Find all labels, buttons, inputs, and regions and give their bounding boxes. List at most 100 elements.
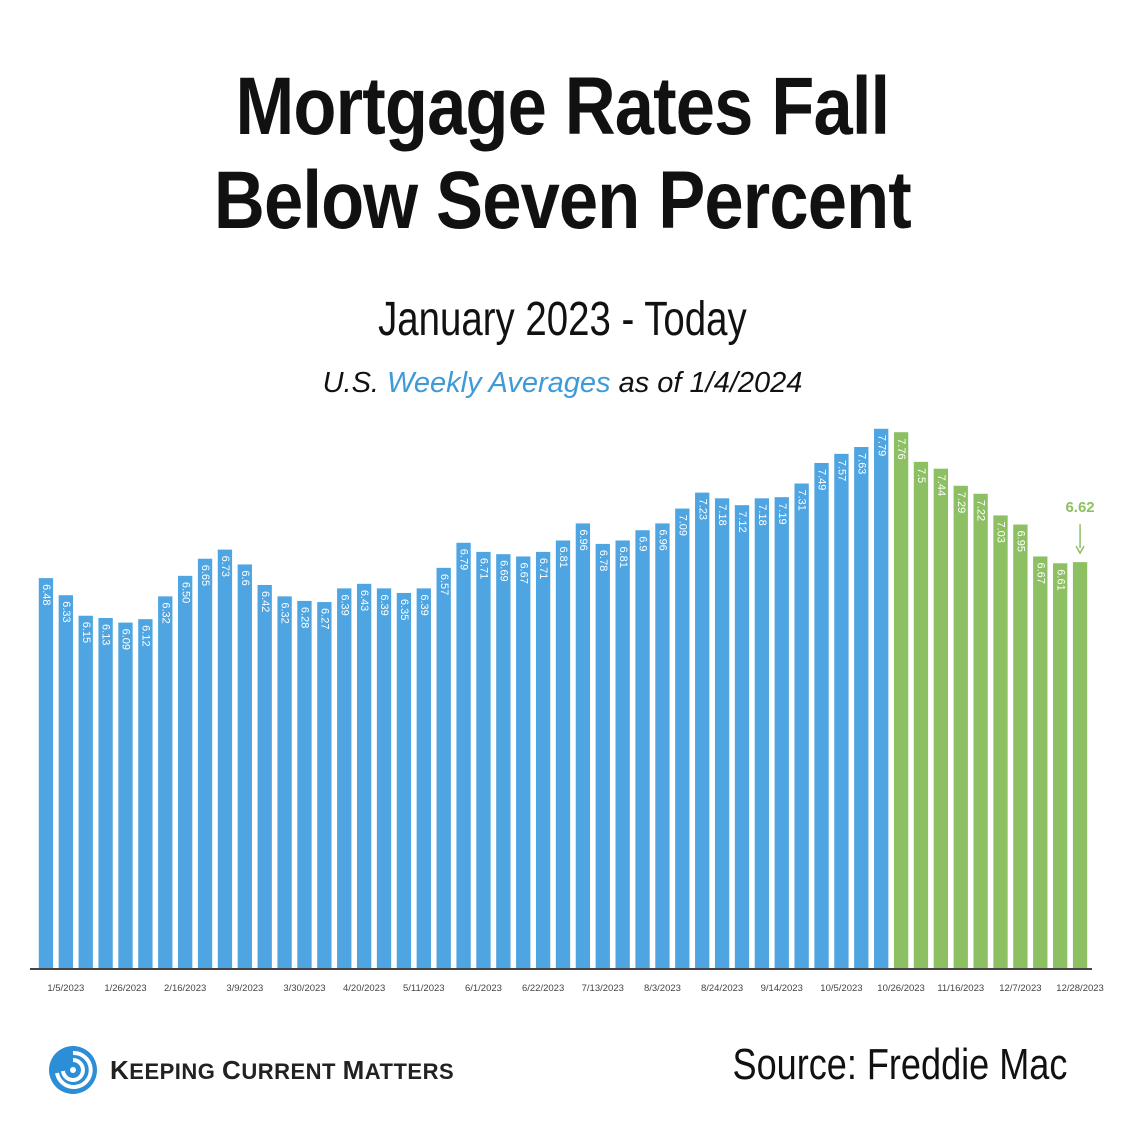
- bar-8/3/2023: [635, 530, 650, 968]
- bar-value-label: 7.44: [935, 475, 947, 496]
- x-tick-label: 9/14/2023: [761, 983, 803, 994]
- latest-value-callout: 6.62: [1065, 499, 1095, 555]
- bar-11/9/2023: [913, 461, 929, 968]
- bar-value-label: 6.96: [577, 529, 589, 550]
- bar-value-label: 6.42: [259, 591, 271, 612]
- bar-value-label: 6.71: [537, 558, 549, 579]
- bar-value-label: 6.61: [1054, 569, 1066, 590]
- x-tick-label: 1/5/2023: [47, 983, 84, 994]
- caption-highlight: Weekly Averages: [387, 367, 611, 399]
- x-tick-label: 3/30/2023: [283, 983, 325, 994]
- bar-value-label: 6.50: [179, 582, 191, 603]
- bar-5/11/2023: [396, 592, 412, 968]
- x-tick-label: 1/26/2023: [104, 983, 146, 994]
- bar-11/30/2023: [973, 493, 988, 968]
- bar-value-label: 6.9: [637, 536, 649, 551]
- chart-caption: U.S. Weekly Averages as of 1/4/2024: [0, 367, 1125, 400]
- bar-value-label: 6.35: [398, 599, 410, 620]
- bar-3/16/2023: [237, 564, 252, 968]
- bar-10/12/2023: [834, 453, 849, 968]
- swirl-logo-icon: [49, 1046, 97, 1094]
- bar-value-label: 6.81: [557, 547, 569, 568]
- bar-4/20/2023: [337, 588, 352, 968]
- bar-12/14/2023: [1013, 524, 1028, 968]
- bar-1/4/2024: [1072, 562, 1088, 968]
- bar-value-label: 6.67: [517, 562, 529, 583]
- caption-prefix: U.S.: [322, 367, 388, 399]
- x-tick-label: 11/16/2023: [937, 983, 984, 994]
- bar-value-label: 6.09: [120, 629, 132, 650]
- bar-value-label: 6.65: [199, 565, 211, 586]
- bar-1/19/2023: [78, 615, 93, 968]
- bar-value-label: 6.32: [159, 602, 171, 623]
- bar-value-label: 6.12: [139, 625, 151, 646]
- bar-10/5/2023: [814, 462, 829, 968]
- bar-4/27/2023: [356, 583, 372, 968]
- bar-value-label: 6.39: [418, 594, 430, 615]
- x-tick-label: 5/11/2023: [403, 983, 445, 994]
- x-tick-label: 8/24/2023: [701, 983, 743, 994]
- bar-3/2/2023: [197, 558, 213, 968]
- bar-value-label: 6.95: [1014, 531, 1026, 552]
- bar-value-label: 7.23: [696, 499, 708, 520]
- bar-value-label: 7.18: [756, 504, 768, 525]
- bar-value-label: 7.31: [796, 490, 808, 511]
- bar-3/30/2023: [277, 596, 292, 968]
- bar-5/18/2023: [416, 588, 431, 968]
- bar-value-label: 6.57: [438, 574, 450, 595]
- bar-6/8/2023: [476, 551, 491, 968]
- bar-value-label: 7.09: [676, 515, 688, 536]
- bar-9/14/2023: [754, 498, 770, 968]
- x-tick-label-group: 1/5/2023 1/26/2023 2/16/2023 3/9/2023 3/30/2…: [47, 983, 1103, 994]
- bar-1/5/2023: [38, 578, 54, 968]
- chart-subtitle: January 2023 - Today: [378, 293, 747, 346]
- bar-value-label: 6.71: [478, 558, 490, 579]
- bar-10/19/2023: [854, 447, 869, 968]
- bar-value-label: 6.13: [100, 624, 112, 645]
- x-tick-label: 8/3/2023: [644, 983, 681, 994]
- latest-value-label: 6.62: [1065, 499, 1094, 516]
- bar-11/22/2023: [953, 485, 968, 968]
- bar-8/24/2023: [695, 492, 710, 968]
- bar-6/22/2023: [516, 556, 531, 968]
- bar-value-label: 6.96: [657, 529, 669, 550]
- bar-12/28/2023: [1053, 563, 1068, 968]
- bar-value-label: 6.27: [318, 608, 330, 629]
- bar-12/21/2023: [1033, 556, 1048, 968]
- x-tick-label: 2/16/2023: [164, 983, 206, 994]
- bar-2/9/2023: [138, 619, 153, 968]
- x-tick-label: 10/5/2023: [820, 983, 862, 994]
- bar-6/15/2023: [496, 554, 511, 968]
- bar-value-label: 6.69: [497, 560, 509, 581]
- bar-value-label: 7.03: [995, 521, 1007, 542]
- bar-7/27/2023: [615, 540, 630, 968]
- bar-6/29/2023: [535, 551, 551, 968]
- bar-value-label: 6.39: [378, 594, 390, 615]
- bar-8/31/2023: [714, 498, 730, 968]
- bar-8/10/2023: [655, 523, 670, 968]
- bar-value-label: 7.57: [836, 460, 848, 481]
- bar-value-label: 7.79: [875, 435, 887, 456]
- bar-value-label: 7.19: [776, 503, 788, 524]
- bar-value-label: 6.79: [458, 549, 470, 570]
- bar-8/17/2023: [675, 508, 690, 968]
- chart-title: Mortgage Rates Fall Below Seven Percent: [79, 60, 1046, 248]
- bar-value-label: 6.15: [80, 622, 92, 643]
- x-tick-label: 3/9/2023: [226, 983, 263, 994]
- bar-value-label: 6.32: [279, 602, 291, 623]
- bar-2/23/2023: [177, 575, 193, 968]
- x-tick-label: 12/7/2023: [999, 983, 1041, 994]
- bar-value-label: 7.18: [716, 504, 728, 525]
- bar-value-label: 7.29: [955, 492, 967, 513]
- arrow-down-icon: [1075, 545, 1085, 555]
- bar-10/26/2023: [874, 428, 889, 968]
- bar-9/28/2023: [794, 483, 809, 968]
- bar-value-label: 7.76: [895, 438, 907, 459]
- bar-value-label: 6.6: [239, 570, 251, 585]
- source-credit: Source: Freddie Mac: [732, 1040, 1067, 1089]
- bar-value-label: 7.63: [855, 453, 867, 474]
- x-tick-label: 6/22/2023: [522, 983, 564, 994]
- bar-value-label: 6.28: [299, 607, 311, 628]
- bar-3/9/2023: [217, 549, 233, 968]
- bar-value-label: 6.43: [358, 590, 370, 611]
